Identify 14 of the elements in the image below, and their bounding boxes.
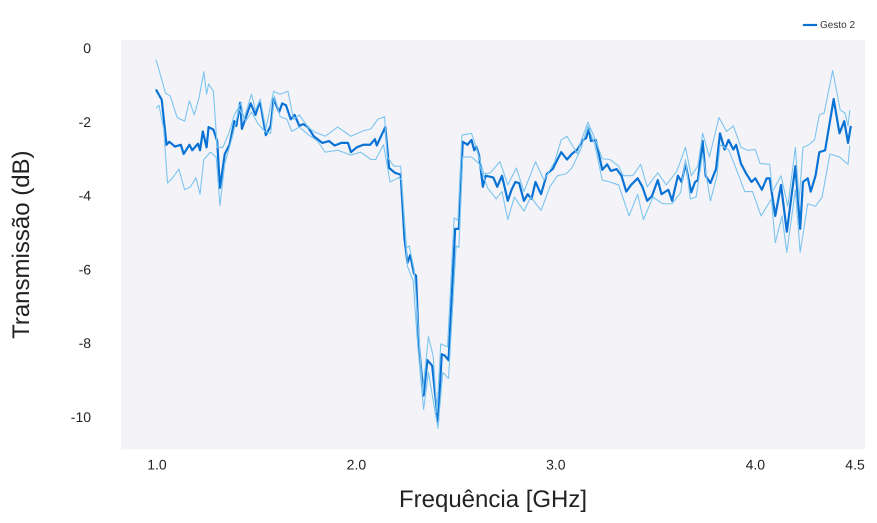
y-tick-label: -4 bbox=[78, 188, 92, 204]
y-axis-title: Transmissão (dB) bbox=[8, 150, 36, 339]
x-tick-label: 4.0 bbox=[746, 456, 766, 473]
x-tick-label: 2.0 bbox=[346, 456, 366, 473]
y-tick-label: -6 bbox=[78, 261, 92, 278]
x-axis-title: Frequência [GHz] bbox=[398, 486, 588, 514]
y-tick-label: -2 bbox=[78, 114, 92, 130]
y-tick-label: 0 bbox=[83, 40, 92, 56]
legend-label: Gesto 2 bbox=[820, 20, 856, 31]
y-tick-label: -10 bbox=[70, 408, 92, 425]
x-tick-label: 3.0 bbox=[546, 456, 566, 473]
y-tick-label: -8 bbox=[78, 335, 92, 352]
x-tick-label: 1.0 bbox=[147, 456, 167, 473]
x-tick-label: 4.5 bbox=[845, 456, 865, 473]
